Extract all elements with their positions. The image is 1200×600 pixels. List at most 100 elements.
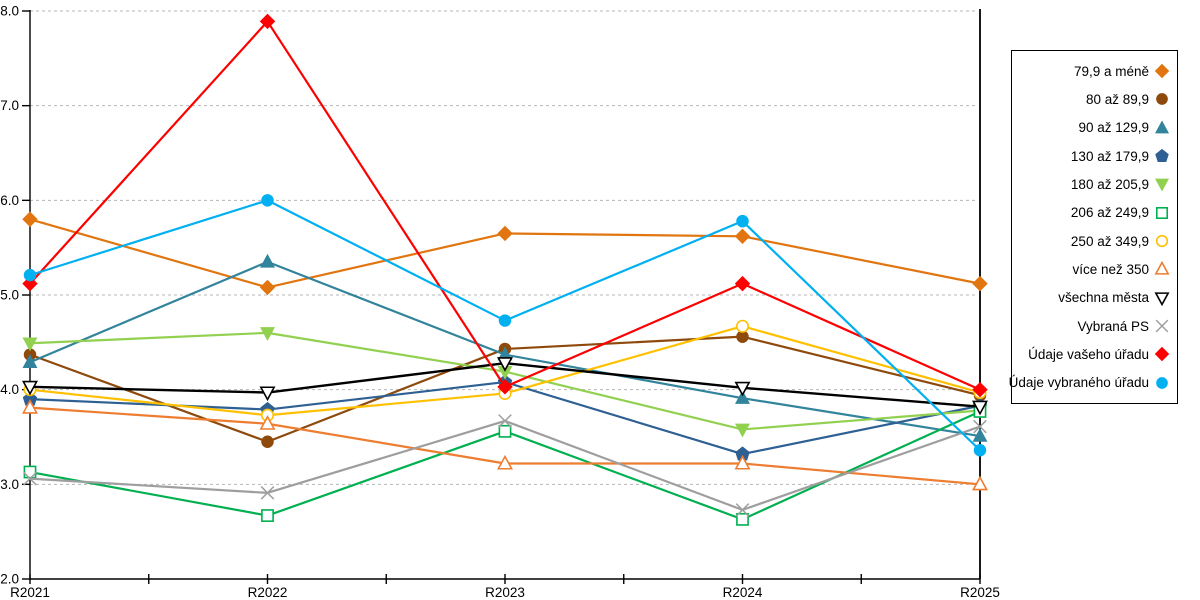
series-8 — [22, 398, 988, 491]
circle-marker-icon — [1156, 376, 1168, 389]
data-point-marker — [1154, 261, 1170, 276]
data-point-marker — [734, 381, 751, 397]
x-tick-label: R2025 — [960, 585, 1000, 600]
data-point-marker — [735, 319, 750, 333]
data-point-marker — [1156, 376, 1168, 389]
data-point-marker — [260, 327, 275, 341]
circle-marker-icon — [1156, 93, 1168, 106]
pentagon-marker-icon — [1155, 149, 1169, 163]
triangle-up-marker-icon — [1154, 261, 1170, 276]
x-marker-icon — [1155, 319, 1169, 333]
legend-item-label: 206 až 249,9 — [1070, 205, 1149, 221]
data-point-marker — [1154, 347, 1170, 362]
legend-item-label: 80 až 89,9 — [1085, 91, 1149, 107]
data-point-marker — [1154, 179, 1170, 193]
square-marker-icon — [1155, 206, 1168, 219]
data-point-marker — [972, 275, 988, 292]
data-point-marker — [972, 400, 988, 416]
series-3 — [22, 253, 988, 442]
circle-marker-icon — [1155, 234, 1169, 248]
y-tick-label: 2.0 — [0, 572, 19, 587]
data-point-marker — [1154, 63, 1170, 79]
data-point-marker — [22, 211, 38, 227]
data-point-marker — [498, 314, 512, 327]
x-tick-label: R2024 — [723, 585, 763, 600]
series-line — [28, 406, 982, 486]
data-point-marker — [497, 225, 513, 242]
data-point-marker — [261, 194, 274, 207]
series-12 — [23, 194, 987, 457]
data-point-marker — [1156, 93, 1168, 106]
data-point-marker — [259, 13, 276, 30]
series-1 — [22, 211, 988, 296]
legend-item: Údaje vašeho úřadu — [1016, 346, 1170, 362]
legend-item: více než 350 — [1016, 261, 1170, 277]
x-tick-label: R2021 — [10, 585, 50, 600]
data-point-marker — [735, 503, 750, 517]
data-point-marker — [972, 475, 988, 491]
legend-item: Údaje vybraného úřadu — [1009, 375, 1170, 391]
legend-item-label: Údaje vybraného úřadu — [1008, 375, 1149, 391]
data-point-marker — [735, 390, 750, 404]
legend-item-label: Vybraná PS — [1077, 318, 1149, 334]
data-point-marker — [259, 386, 276, 402]
data-point-marker — [736, 214, 749, 228]
data-point-marker — [22, 337, 38, 352]
data-point-marker — [734, 454, 751, 470]
data-point-marker — [23, 465, 37, 479]
legend-item-label: 180 až 205,9 — [1070, 176, 1149, 192]
y-tick-label: 7.0 — [0, 98, 19, 113]
data-point-marker — [22, 380, 38, 396]
data-point-marker — [1154, 292, 1170, 306]
x-tick-label: R2022 — [248, 585, 288, 600]
series-10 — [23, 414, 987, 517]
legend-item: 79,9 a méně — [1016, 63, 1170, 79]
data-point-marker — [1155, 149, 1169, 163]
triangle-up-marker-icon — [1154, 120, 1170, 134]
legend-item: 90 až 129,9 — [1016, 120, 1170, 136]
diamond-marker-icon — [1154, 347, 1170, 362]
triangle-down-marker-icon — [1154, 179, 1170, 193]
legend-item: Vybraná PS — [1016, 318, 1170, 334]
legend-item: 250 až 349,9 — [1016, 233, 1170, 249]
data-point-marker — [498, 414, 512, 428]
data-point-marker — [735, 423, 750, 438]
data-point-marker — [22, 354, 38, 368]
data-point-marker — [23, 471, 37, 486]
y-tick-label: 5.0 — [0, 288, 19, 303]
legend-item-label: 250 až 349,9 — [1070, 233, 1149, 249]
data-point-marker — [734, 275, 751, 292]
data-point-marker — [973, 444, 987, 457]
data-point-marker — [261, 435, 274, 448]
legend-item-label: 130 až 179,9 — [1070, 148, 1149, 164]
data-point-marker — [260, 486, 275, 500]
data-point-marker — [259, 415, 276, 430]
data-point-marker — [498, 424, 512, 438]
data-point-marker — [497, 454, 513, 470]
legend-item: 130 až 179,9 — [1016, 148, 1170, 164]
series-line — [28, 20, 982, 391]
legend-item: 180 až 205,9 — [1016, 176, 1170, 193]
legend-item-label: 79,9 a méně — [1073, 63, 1149, 79]
data-point-marker — [260, 253, 275, 268]
y-tick-label: 3.0 — [0, 477, 19, 492]
data-point-marker — [23, 268, 37, 282]
legend-item: všechna města — [1016, 290, 1170, 306]
data-point-marker — [1155, 319, 1169, 333]
triangle-down-marker-icon — [1154, 292, 1170, 306]
y-tick-label: 6.0 — [0, 193, 19, 208]
legend-item-label: 90 až 129,9 — [1078, 120, 1149, 136]
legend-item-label: více než 350 — [1072, 261, 1149, 277]
series-9 — [22, 357, 988, 416]
data-point-marker — [261, 509, 274, 522]
x-tick-label: R2023 — [485, 585, 525, 600]
diamond-marker-icon — [1154, 63, 1170, 79]
y-tick-label: 8.0 — [0, 4, 19, 19]
data-point-marker — [734, 228, 751, 245]
data-point-marker — [259, 279, 276, 296]
chart-legend: 79,9 a méně 80 až 89,9 90 až 129,9 130 až 1… — [1009, 50, 1178, 404]
data-point-marker — [972, 381, 988, 398]
y-tick-label: 4.0 — [0, 382, 19, 397]
data-point-marker — [1155, 234, 1169, 248]
